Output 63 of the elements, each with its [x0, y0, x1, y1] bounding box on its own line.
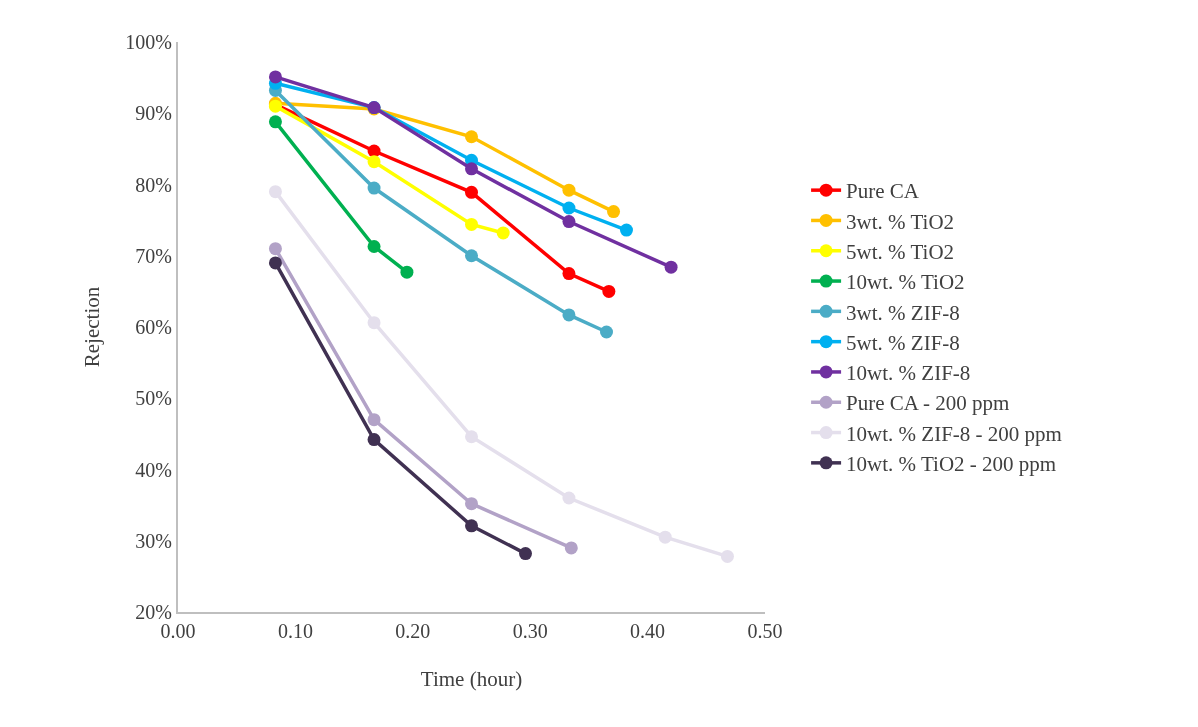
point: [367, 239, 381, 253]
point: [367, 413, 381, 427]
point: [367, 433, 381, 447]
y-tick-label: 20%: [135, 601, 172, 623]
y-tick-label: 80%: [135, 173, 172, 196]
y-tick-label: 50%: [135, 387, 172, 410]
point: [465, 430, 478, 444]
point: [367, 181, 381, 195]
x-tick-label: 0.40: [630, 620, 666, 642]
point: [268, 242, 282, 256]
point: [496, 226, 510, 240]
point: [619, 223, 633, 237]
point: [562, 183, 576, 197]
y-tick-label: 100%: [125, 31, 172, 53]
point: [465, 217, 478, 231]
legend-label: 10wt. % ZIF-8: [846, 361, 971, 386]
x-tick-label: 0.20: [395, 620, 431, 642]
point: [562, 308, 576, 322]
legend-label: 5wt. % ZIF-8: [846, 330, 960, 355]
x-axis-title: Time (hour): [420, 667, 523, 691]
point: [465, 249, 478, 263]
point: [562, 491, 576, 505]
y-tick-label: 90%: [135, 102, 172, 125]
point: [562, 201, 576, 215]
point: [268, 185, 282, 199]
point: [519, 547, 532, 561]
point: [465, 130, 478, 144]
legend-label: 3wt. % ZIF-8: [846, 300, 960, 325]
x-tick-label: 0.00: [160, 620, 196, 642]
point: [465, 185, 478, 199]
y-axis-title: Rejection: [79, 286, 104, 368]
point: [465, 519, 478, 533]
point: [664, 260, 678, 274]
point: [562, 215, 576, 229]
point: [268, 256, 282, 270]
point: [600, 325, 614, 339]
y-tick-label: 60%: [135, 316, 172, 338]
point: [720, 549, 734, 563]
x-tick-label: 0.50: [747, 620, 783, 642]
point: [607, 205, 621, 219]
x-tick-label: 0.10: [277, 620, 313, 642]
point: [400, 265, 414, 279]
point: [268, 115, 282, 129]
y-tick-label: 40%: [135, 458, 172, 481]
legend-label: 10wt. % ZIF-8 - 200 ppm: [846, 421, 1062, 446]
legend-label: 3wt. % TiO2: [846, 209, 955, 234]
legend-label: 10wt. % TiO2 - 200 ppm: [846, 452, 1057, 477]
x-tick-label: 0.30: [512, 620, 548, 642]
point: [564, 541, 578, 555]
point: [602, 284, 616, 298]
point: [367, 316, 381, 330]
y-tick-label: 30%: [135, 529, 172, 552]
point: [562, 267, 576, 281]
point: [268, 70, 282, 84]
legend-label: Pure CA: [846, 179, 920, 204]
legend-label: 10wt. % TiO2: [846, 270, 965, 295]
point: [367, 155, 381, 169]
point: [465, 497, 478, 511]
y-tick-label: 70%: [135, 244, 172, 267]
legend-label: 5wt. % TiO2: [846, 239, 955, 264]
point: [658, 530, 672, 544]
legend-label: Pure CA - 200 ppm: [846, 391, 1010, 416]
point: [465, 162, 478, 176]
